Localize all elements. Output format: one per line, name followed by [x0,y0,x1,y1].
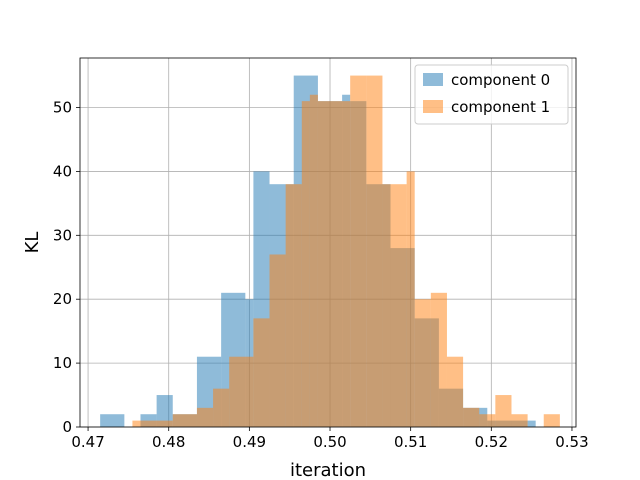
x-tick-label: 0.47 [71,433,104,451]
y-tick-label: 20 [53,290,72,308]
legend-swatch [423,73,443,86]
histogram-bar [446,356,464,427]
histogram-bar [463,407,480,427]
x-tick-label: 0.49 [233,433,266,451]
histogram-bar [285,184,302,427]
x-axis-label: iteration [290,460,366,480]
series-1-bars [132,75,560,428]
histogram-bar [527,420,536,427]
histogram-bar [148,420,173,427]
legend: component 0 component 1 [414,64,569,125]
histogram-bar [479,414,496,427]
histogram-bar [229,356,254,427]
x-tick-label: 0.52 [475,433,508,451]
legend-label: component 0 [451,71,550,89]
histogram-bar [132,420,149,427]
histogram-bars [100,75,560,428]
histogram-bar [156,395,173,427]
y-tick-label: 30 [53,226,72,244]
legend-box [414,64,569,125]
histogram-bar [390,184,407,427]
histogram-bar [382,184,391,427]
histogram-bar [543,414,560,427]
y-tick-label: 40 [53,162,72,180]
histogram-bar [406,171,415,427]
y-tick-label: 50 [53,99,72,117]
y-tick-label: 0 [62,418,72,436]
legend-label: component 1 [451,98,550,116]
histogram-bar [196,407,214,427]
x-tick-label: 0.48 [152,433,185,451]
histogram-bar [269,254,286,427]
y-tick-label: 10 [53,354,72,372]
histogram-bar [301,101,310,427]
histogram-bar [366,75,383,428]
histogram-bar [350,75,367,428]
histogram-bar [309,94,318,427]
histogram-bar [511,414,528,427]
x-tick-label: 0.53 [555,433,588,451]
histogram-bar [317,101,351,427]
plot-area-frame [79,57,577,428]
histogram-bar [172,414,197,427]
histogram-bar [253,318,270,427]
histogram-bar [414,299,431,427]
histogram-bar [495,395,512,427]
axis-ticks: 0.47 0.48 0.49 0.50 0.51 0.52 0.53 0 10 20 30 40 50 [53,99,589,451]
y-axis-label: KL [22,232,43,254]
x-tick-label: 0.50 [313,433,346,451]
x-tick-label: 0.51 [394,433,427,451]
histogram-bar [430,292,447,427]
histogram-bar [213,388,230,427]
legend-swatch [423,100,443,113]
histogram-bar [100,414,125,427]
